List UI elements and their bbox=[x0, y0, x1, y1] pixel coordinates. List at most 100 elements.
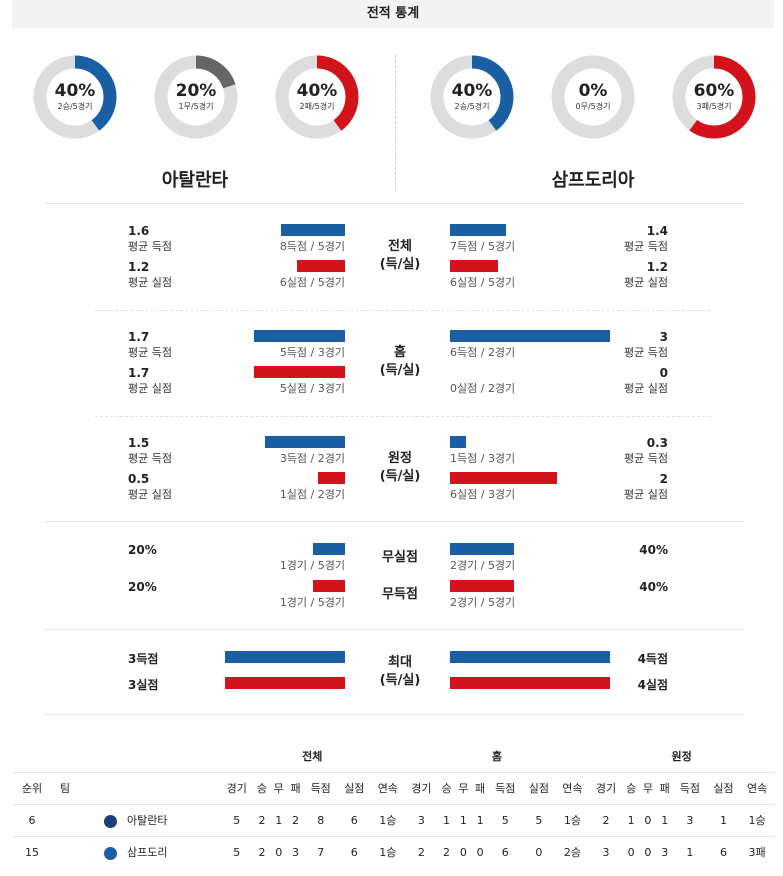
stat-cell: 2승 bbox=[555, 835, 590, 868]
donut-chart: 40% 2패/5경기 bbox=[275, 55, 359, 139]
donut-caption: 1무/5경기 bbox=[178, 102, 214, 111]
no-score-title: 무득점 bbox=[382, 587, 418, 602]
standings-table: 전체 홈 원정 순위 팀 경기 승 무 패 득점 실점 연속 경기 승 무 패 득점 실점 연속 경기 승 무 패… bbox=[12, 740, 774, 868]
stat-cell: 5 bbox=[488, 803, 523, 836]
home-score-label: 평균 득점 bbox=[128, 346, 172, 359]
away-max-concede-bar bbox=[450, 677, 610, 689]
table-row: 15 삼프도리 5 2 0 3 7 6 1승 2 2 0 0 6 0 2승 3 0 0 3 1 6 3패 bbox=[12, 835, 774, 868]
home-concede-label: 평균 실점 bbox=[128, 382, 172, 395]
home-concede-bar bbox=[297, 260, 345, 272]
home-max-score: 3득점 bbox=[128, 652, 159, 666]
divider bbox=[44, 521, 744, 522]
col-header: 득점 bbox=[303, 771, 338, 804]
donut-arc bbox=[430, 55, 514, 139]
stat-cell: 6 bbox=[337, 835, 372, 868]
team-cell: 삼프도리 bbox=[52, 835, 220, 868]
away-concede-bar bbox=[450, 472, 557, 484]
donut-arc bbox=[275, 55, 359, 139]
stat-cell: 3 bbox=[673, 803, 707, 836]
col-header: 무 bbox=[270, 771, 288, 804]
col-header: 패 bbox=[656, 771, 674, 804]
section-subtitle: (득/실) bbox=[379, 469, 421, 484]
away-team-name: 삼프도리아 bbox=[551, 170, 635, 191]
away-clean-caption: 2경기 / 5경기 bbox=[450, 559, 516, 572]
stat-cell: 1 bbox=[471, 803, 489, 836]
stat-cell: 1승 bbox=[371, 835, 405, 868]
stat-cell: 3 bbox=[287, 835, 304, 868]
donut-percent: 60% bbox=[693, 81, 735, 101]
home-score-caption: 5득점 / 3경기 bbox=[279, 346, 345, 359]
col-header: 연속 bbox=[740, 771, 774, 804]
away-concede-label: 평균 실점 bbox=[624, 488, 668, 501]
away-score-value: 1.4 bbox=[646, 224, 668, 238]
home-score-value: 1.6 bbox=[128, 224, 150, 238]
stat-cell: 1승 bbox=[555, 803, 590, 836]
home-score-bar bbox=[265, 436, 345, 448]
donut-caption: 3패/5경기 bbox=[696, 102, 732, 111]
away-concede-caption: 6실점 / 5경기 bbox=[450, 276, 516, 289]
stat-cell: 1 bbox=[454, 803, 472, 836]
section-title-line: 원정 bbox=[388, 451, 412, 466]
stats-header: 전적 통계 bbox=[12, 0, 774, 28]
col-header: 승 bbox=[622, 771, 640, 804]
max-title: 최대 (득/실) bbox=[360, 654, 440, 690]
away-max-score: 4득점 bbox=[637, 652, 668, 666]
divider bbox=[44, 714, 744, 715]
home-concede-caption: 5실점 / 3경기 bbox=[279, 382, 345, 395]
donut-arc bbox=[154, 55, 238, 139]
col-header: 경기 bbox=[404, 771, 439, 804]
home-score-label: 평균 득점 bbox=[128, 452, 172, 465]
home-noscore-caption: 1경기 / 5경기 bbox=[279, 596, 345, 609]
donut-percent: 40% bbox=[54, 81, 96, 101]
stat-cell: 2 bbox=[404, 835, 439, 868]
home-max-concede-bar bbox=[225, 677, 345, 689]
col-header: 경기 bbox=[589, 771, 623, 804]
stat-cell: 6 bbox=[337, 803, 372, 836]
home-max-score-bar bbox=[225, 651, 345, 663]
donut-caption: 2승/5경기 bbox=[454, 102, 490, 111]
home-noscore-value: 20% bbox=[128, 580, 157, 594]
away-score-value: 3 bbox=[659, 330, 668, 344]
stat-cell: 2 bbox=[287, 803, 304, 836]
away-concede-value: 1.2 bbox=[646, 260, 668, 274]
team-logo-icon bbox=[104, 846, 117, 860]
col-header: 패 bbox=[287, 771, 304, 804]
col-header: 실점 bbox=[522, 771, 556, 804]
col-header: 실점 bbox=[337, 771, 372, 804]
divider bbox=[95, 310, 710, 311]
stat-cell: 3 bbox=[656, 835, 674, 868]
home-score-caption: 3득점 / 2경기 bbox=[279, 452, 345, 465]
stat-cell: 0 bbox=[639, 835, 657, 868]
away-clean-bar bbox=[450, 543, 514, 555]
away-concede-label: 평균 실점 bbox=[624, 276, 668, 289]
home-concede-label: 평균 실점 bbox=[128, 276, 172, 289]
stat-cell: 0 bbox=[622, 835, 640, 868]
stat-cell: 0 bbox=[454, 835, 472, 868]
away-max-concede: 4실점 bbox=[637, 678, 668, 692]
col-header: 패 bbox=[471, 771, 489, 804]
section-title-line: 전체 bbox=[388, 239, 412, 254]
home-concede-bar bbox=[254, 366, 345, 378]
away-concede-value: 2 bbox=[659, 472, 668, 486]
home-score-bar bbox=[281, 224, 345, 236]
donut-chart: 0% 0무/5경기 bbox=[551, 55, 635, 139]
home-concede-bar bbox=[318, 472, 345, 484]
stat-cell: 5 bbox=[220, 835, 254, 868]
away-score-label: 평균 득점 bbox=[624, 452, 668, 465]
stat-cell: 2 bbox=[589, 803, 623, 836]
col-header: 연속 bbox=[555, 771, 590, 804]
home-concede-value: 1.2 bbox=[128, 260, 150, 274]
stat-cell: 1 bbox=[706, 803, 741, 836]
away-concede-caption: 6실점 / 3경기 bbox=[450, 488, 516, 501]
team-logo-icon bbox=[104, 814, 117, 828]
stat-cell: 8 bbox=[303, 803, 338, 836]
donut-chart: 40% 2승/5경기 bbox=[33, 55, 117, 139]
col-header: 실점 bbox=[706, 771, 741, 804]
home-concede-caption: 1실점 / 2경기 bbox=[279, 488, 345, 501]
stat-cell: 1 bbox=[270, 803, 288, 836]
donut-track bbox=[551, 55, 635, 139]
group-overall: 전체 bbox=[220, 740, 405, 772]
stat-cell: 1 bbox=[656, 803, 674, 836]
max-subtitle: (득/실) bbox=[379, 673, 421, 688]
team-name: 삼프도리 bbox=[127, 846, 168, 860]
